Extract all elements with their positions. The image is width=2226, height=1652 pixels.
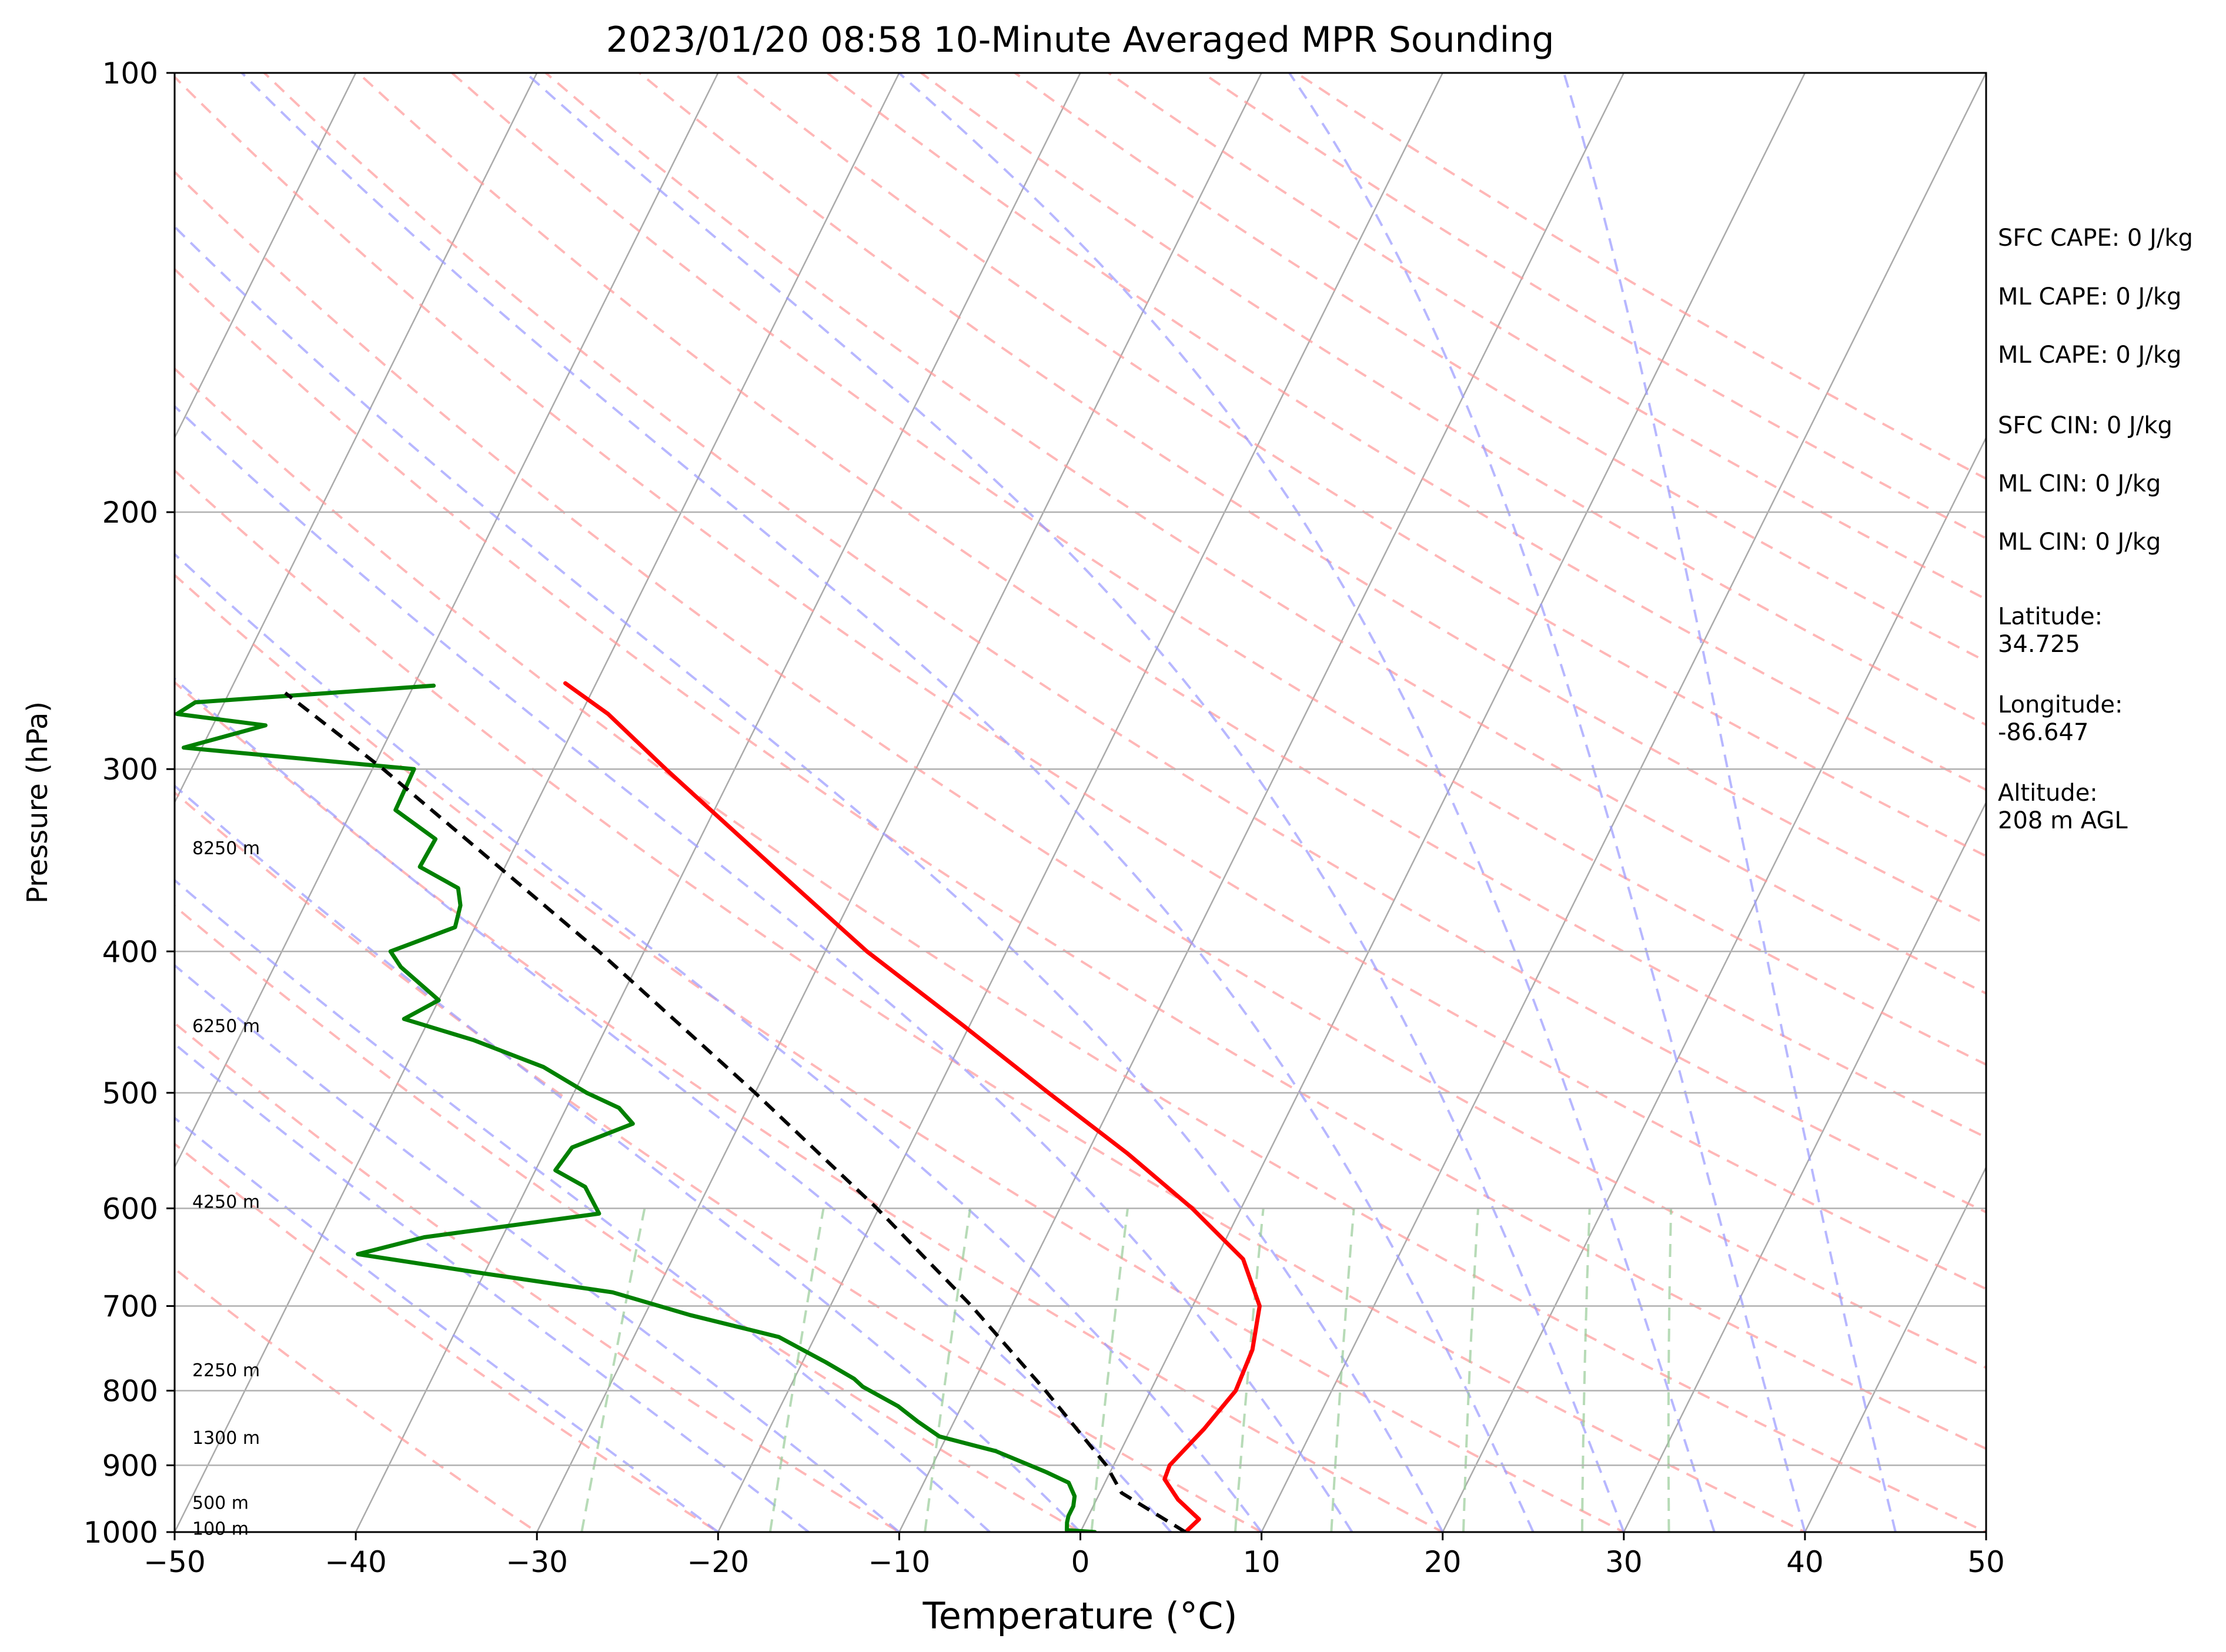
- sounding-lines: [175, 681, 1262, 1532]
- mixing-ratio-line: [1090, 1208, 1129, 1532]
- moist-adiabat-line: [175, 552, 1263, 1532]
- sfc-cin-text: SFC CIN: 0 J/kg: [1998, 412, 2172, 439]
- longitude-value: -86.647: [1998, 719, 2088, 746]
- isotherm-line: [536, 73, 1262, 1532]
- height-label: 8250 m: [192, 838, 260, 859]
- mixing-ratio-line: [1462, 1208, 1479, 1532]
- mixing-ratio-line: [768, 1208, 825, 1532]
- x-tick-label: −40: [325, 1545, 387, 1579]
- x-tick-label: 0: [1071, 1545, 1090, 1579]
- dry-adiabat-line: [175, 267, 1986, 1450]
- isotherm-line: [1804, 1165, 1986, 1532]
- dry-adiabat-line: [262, 73, 1986, 1214]
- dry-adiabat-line: [175, 573, 1627, 1532]
- mixing-ratio-line: [1234, 1208, 1265, 1532]
- isotherm-line: [1442, 436, 1986, 1532]
- moist-adiabat-line: [524, 73, 1625, 1532]
- x-tick-label: −10: [868, 1545, 931, 1579]
- height-label: 500 m: [192, 1493, 249, 1513]
- isotherm-line: [175, 73, 900, 1532]
- y-tick-label: 100: [102, 56, 158, 91]
- y-tick-label: 900: [102, 1449, 158, 1483]
- isotherm-line: [1623, 801, 1986, 1532]
- x-tick-label: 20: [1424, 1545, 1462, 1579]
- x-tick-label: −30: [506, 1545, 568, 1579]
- parcel-line: [284, 691, 1186, 1532]
- dry-adiabat-line: [175, 1142, 721, 1532]
- x-tick-label: −50: [143, 1545, 206, 1579]
- moist-adiabat-line: [175, 677, 1172, 1532]
- dry-adiabat-line: [175, 367, 1986, 1532]
- moist-adiabat-line: [175, 404, 1353, 1532]
- moist-adiabat-line: [1562, 73, 1897, 1532]
- height-label: 6250 m: [192, 1016, 260, 1036]
- latitude-label: Latitude:: [1998, 603, 2103, 630]
- dewpoint-line: [175, 683, 1097, 1532]
- x-tick-label: 10: [1243, 1545, 1281, 1579]
- y-tick-label: 200: [102, 496, 158, 530]
- moist-adiabat-line: [175, 1116, 719, 1532]
- isotherm-line: [175, 73, 357, 440]
- height-label: 2250 m: [192, 1360, 260, 1381]
- moist-adiabat-line: [897, 73, 1716, 1532]
- y-tick-label: 400: [102, 935, 158, 969]
- x-tick-label: 30: [1605, 1545, 1643, 1579]
- chart-title: 2023/01/20 08:58 10-Minute Averaged MPR …: [606, 19, 1555, 61]
- height-label: 4250 m: [192, 1192, 260, 1213]
- y-tick-label: 1000: [83, 1516, 158, 1550]
- info-panel: SFC CAPE: 0 J/kg ML CAPE: 0 J/kg ML CAPE…: [1998, 225, 2193, 834]
- height-label: 1300 m: [192, 1428, 260, 1449]
- moist-adiabat-line: [175, 225, 1444, 1532]
- isotherm-line: [717, 73, 1444, 1532]
- background-lines: [175, 73, 1986, 1532]
- ml-cape-text: ML CAPE: 0 J/kg: [1998, 283, 2181, 310]
- height-labels: 100 m 500 m 1300 m 2250 m 4250 m 6250 m 8250 m: [192, 838, 260, 1539]
- dry-adiabat-line: [175, 170, 1986, 1369]
- x-tick-label: 40: [1786, 1545, 1824, 1579]
- isotherm-line: [355, 73, 1081, 1532]
- moist-adiabat-line: [175, 784, 1081, 1532]
- x-tick-label: −20: [687, 1545, 750, 1579]
- temperature-line: [563, 681, 1262, 1532]
- mixing-ratio-line: [924, 1208, 972, 1532]
- altitude-label: Altitude:: [1998, 780, 2098, 807]
- x-tick-label: 50: [1967, 1545, 2005, 1579]
- mixing-ratio-line: [1580, 1208, 1591, 1532]
- moist-adiabat-line: [240, 73, 1535, 1532]
- x-axis-label: Temperature (°C): [922, 1594, 1237, 1637]
- moist-adiabat-line: [175, 878, 991, 1532]
- ml-cin-text-2: ML CIN: 0 J/kg: [1998, 529, 2161, 556]
- moist-adiabat-line: [1288, 73, 1806, 1532]
- ml-cape-text-2: ML CAPE: 0 J/kg: [1998, 342, 2181, 369]
- mixing-ratio-line: [580, 1208, 646, 1532]
- isotherm-line: [898, 73, 1625, 1532]
- ml-cin-text: ML CIN: 0 J/kg: [1998, 470, 2161, 497]
- isotherm-line: [175, 73, 719, 1169]
- y-tick-label: 800: [102, 1374, 158, 1408]
- y-tick-label: 500: [102, 1076, 158, 1111]
- dry-adiabat-line: [175, 469, 1808, 1532]
- height-label: 100 m: [192, 1519, 249, 1540]
- sfc-cape-text: SFC CAPE: 0 J/kg: [1998, 225, 2193, 252]
- dry-adiabat-line: [544, 73, 1986, 995]
- dry-adiabat-line: [450, 73, 1986, 1066]
- y-axis-label: Pressure (hPa): [21, 701, 54, 904]
- mixing-ratio-line: [1330, 1208, 1355, 1532]
- latitude-value: 34.725: [1998, 631, 2080, 658]
- dry-adiabat-line: [175, 681, 1445, 1532]
- altitude-value: 208 m AGL: [1998, 807, 2128, 834]
- mixing-ratio-line: [1667, 1208, 1673, 1532]
- y-axis: 1000 900 800 700 600 500 400 300 200 100: [83, 56, 175, 1550]
- isotherm-line: [1079, 73, 1806, 1532]
- pressure-grid: [175, 511, 1986, 1466]
- y-tick-label: 700: [102, 1290, 158, 1324]
- y-tick-label: 600: [102, 1192, 158, 1226]
- x-axis: −50 −40 −30 −20 −10 0 10 20 30 40 50: [143, 1532, 2005, 1579]
- dry-adiabat-line: [175, 791, 1264, 1532]
- longitude-label: Longitude:: [1998, 691, 2123, 718]
- y-tick-label: 300: [102, 753, 158, 787]
- dry-adiabat-line: [731, 73, 1986, 858]
